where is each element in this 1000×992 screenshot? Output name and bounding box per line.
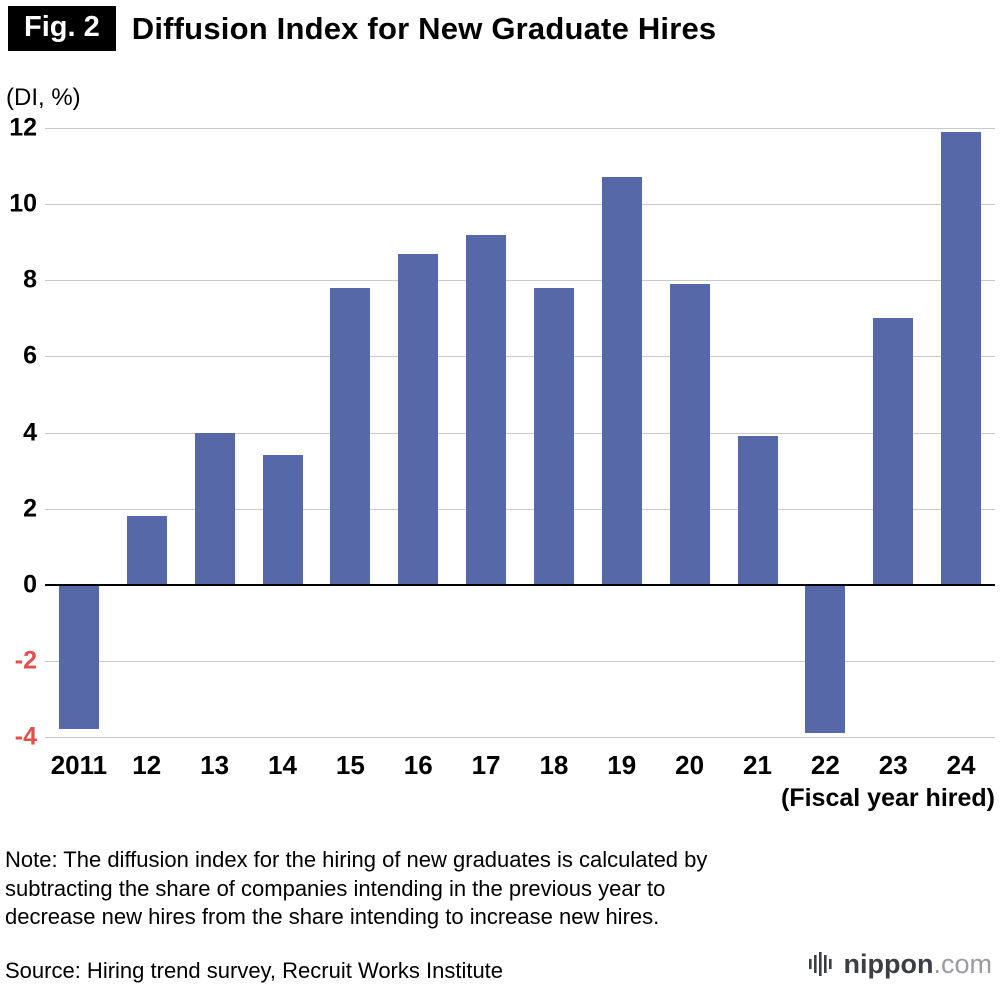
x-tick-label: 23 [878, 750, 908, 780]
bar-12 [126, 516, 167, 585]
y-tick-label: 2 [23, 494, 37, 523]
gridline [45, 356, 995, 358]
gridline [45, 508, 995, 510]
gridline [45, 432, 995, 434]
y-tick-label: 12 [9, 113, 37, 142]
x-tick-label: 2011 [50, 750, 108, 780]
logo-name: nippon [843, 948, 934, 979]
bar-2011 [58, 584, 99, 730]
x-tick-label: 16 [403, 750, 433, 780]
nippon-logo-icon [808, 952, 832, 976]
logo-tld: .com [933, 948, 992, 979]
bar-14 [262, 455, 303, 585]
gridline [45, 128, 995, 129]
nippon-logo-text: nippon.com [843, 948, 992, 979]
y-tick-label: 10 [9, 189, 37, 218]
y-tick-label: 6 [23, 341, 37, 370]
y-tick-label: 4 [23, 418, 37, 446]
gridline [45, 660, 995, 662]
plot-area: 12 10 8 6 4 2 0 -2 -4 2011 12 13 14 15 16 17 18 19 20 21 22 2… [9, 114, 995, 780]
x-tick-label: 14 [268, 750, 297, 780]
figure-number-badge: Fig. 2 [8, 6, 116, 51]
bar-21 [737, 436, 778, 585]
bar-13 [194, 432, 235, 585]
x-tick-label: 22 [810, 750, 840, 780]
x-tick-label: 18 [539, 750, 569, 780]
y-axis-unit-label: (DI, %) [6, 84, 81, 111]
x-tick-label: 19 [607, 750, 637, 780]
y-tick-label: -4 [14, 722, 37, 751]
bar-17 [466, 234, 507, 585]
bar-20 [669, 284, 710, 585]
y-tick-label: 8 [23, 265, 37, 294]
x-tick-label: 15 [335, 750, 365, 780]
bar-23 [873, 318, 914, 585]
x-tick-label: 13 [200, 750, 230, 780]
x-tick-label: 12 [132, 750, 162, 780]
x-tick-label: 21 [743, 750, 772, 780]
bar-24 [941, 131, 982, 585]
x-tick-label: 20 [675, 750, 705, 780]
bar-15 [330, 287, 371, 585]
nippon-logo: nippon.com [807, 950, 992, 978]
x-axis-caption: (Fiscal year hired) [781, 784, 995, 812]
gridline [45, 737, 995, 738]
note-text: Note: The diffusion index for the hiring… [5, 847, 708, 930]
gridline [45, 204, 995, 206]
zero-axis-line [45, 583, 995, 586]
bar-22 [805, 584, 846, 734]
bar-19 [601, 177, 642, 585]
bar-18 [533, 287, 574, 585]
y-tick-label: -2 [14, 646, 37, 675]
x-tick-label: 17 [471, 750, 501, 780]
x-tick-label: 24 [946, 750, 976, 780]
y-tick-label: 0 [23, 570, 37, 599]
bar-16 [398, 253, 439, 585]
source-text: Source: Hiring trend survey, Recruit Wor… [5, 958, 504, 983]
chart-header: Fig. 2 Diffusion Index for New Graduate … [8, 6, 716, 51]
chart-title: Diffusion Index for New Graduate Hires [131, 10, 717, 46]
gridline [45, 280, 995, 282]
